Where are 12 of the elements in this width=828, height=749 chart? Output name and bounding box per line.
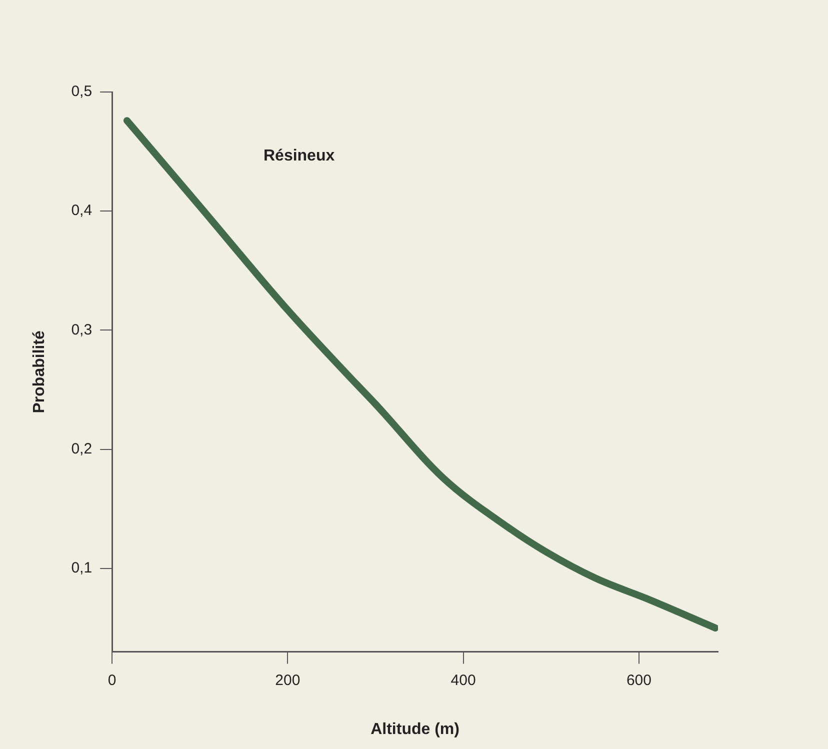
y-tick-label: 0,1: [71, 560, 92, 577]
x-tick-label: 600: [626, 672, 652, 689]
y-tick-label: 0,4: [71, 202, 92, 220]
y-axis-title: Probabilité: [31, 330, 48, 414]
x-tick-label: 200: [275, 672, 300, 689]
x-tick-label: 400: [450, 672, 476, 689]
y-tick-label: 0,3: [71, 321, 92, 338]
y-tick-label: 0,5: [71, 83, 92, 100]
annotation: Résineux: [263, 147, 335, 164]
x-axis-title: Altitude (m): [370, 720, 460, 738]
x-tick-label: 0: [108, 672, 116, 689]
y-tick-label: 0,2: [71, 440, 92, 458]
